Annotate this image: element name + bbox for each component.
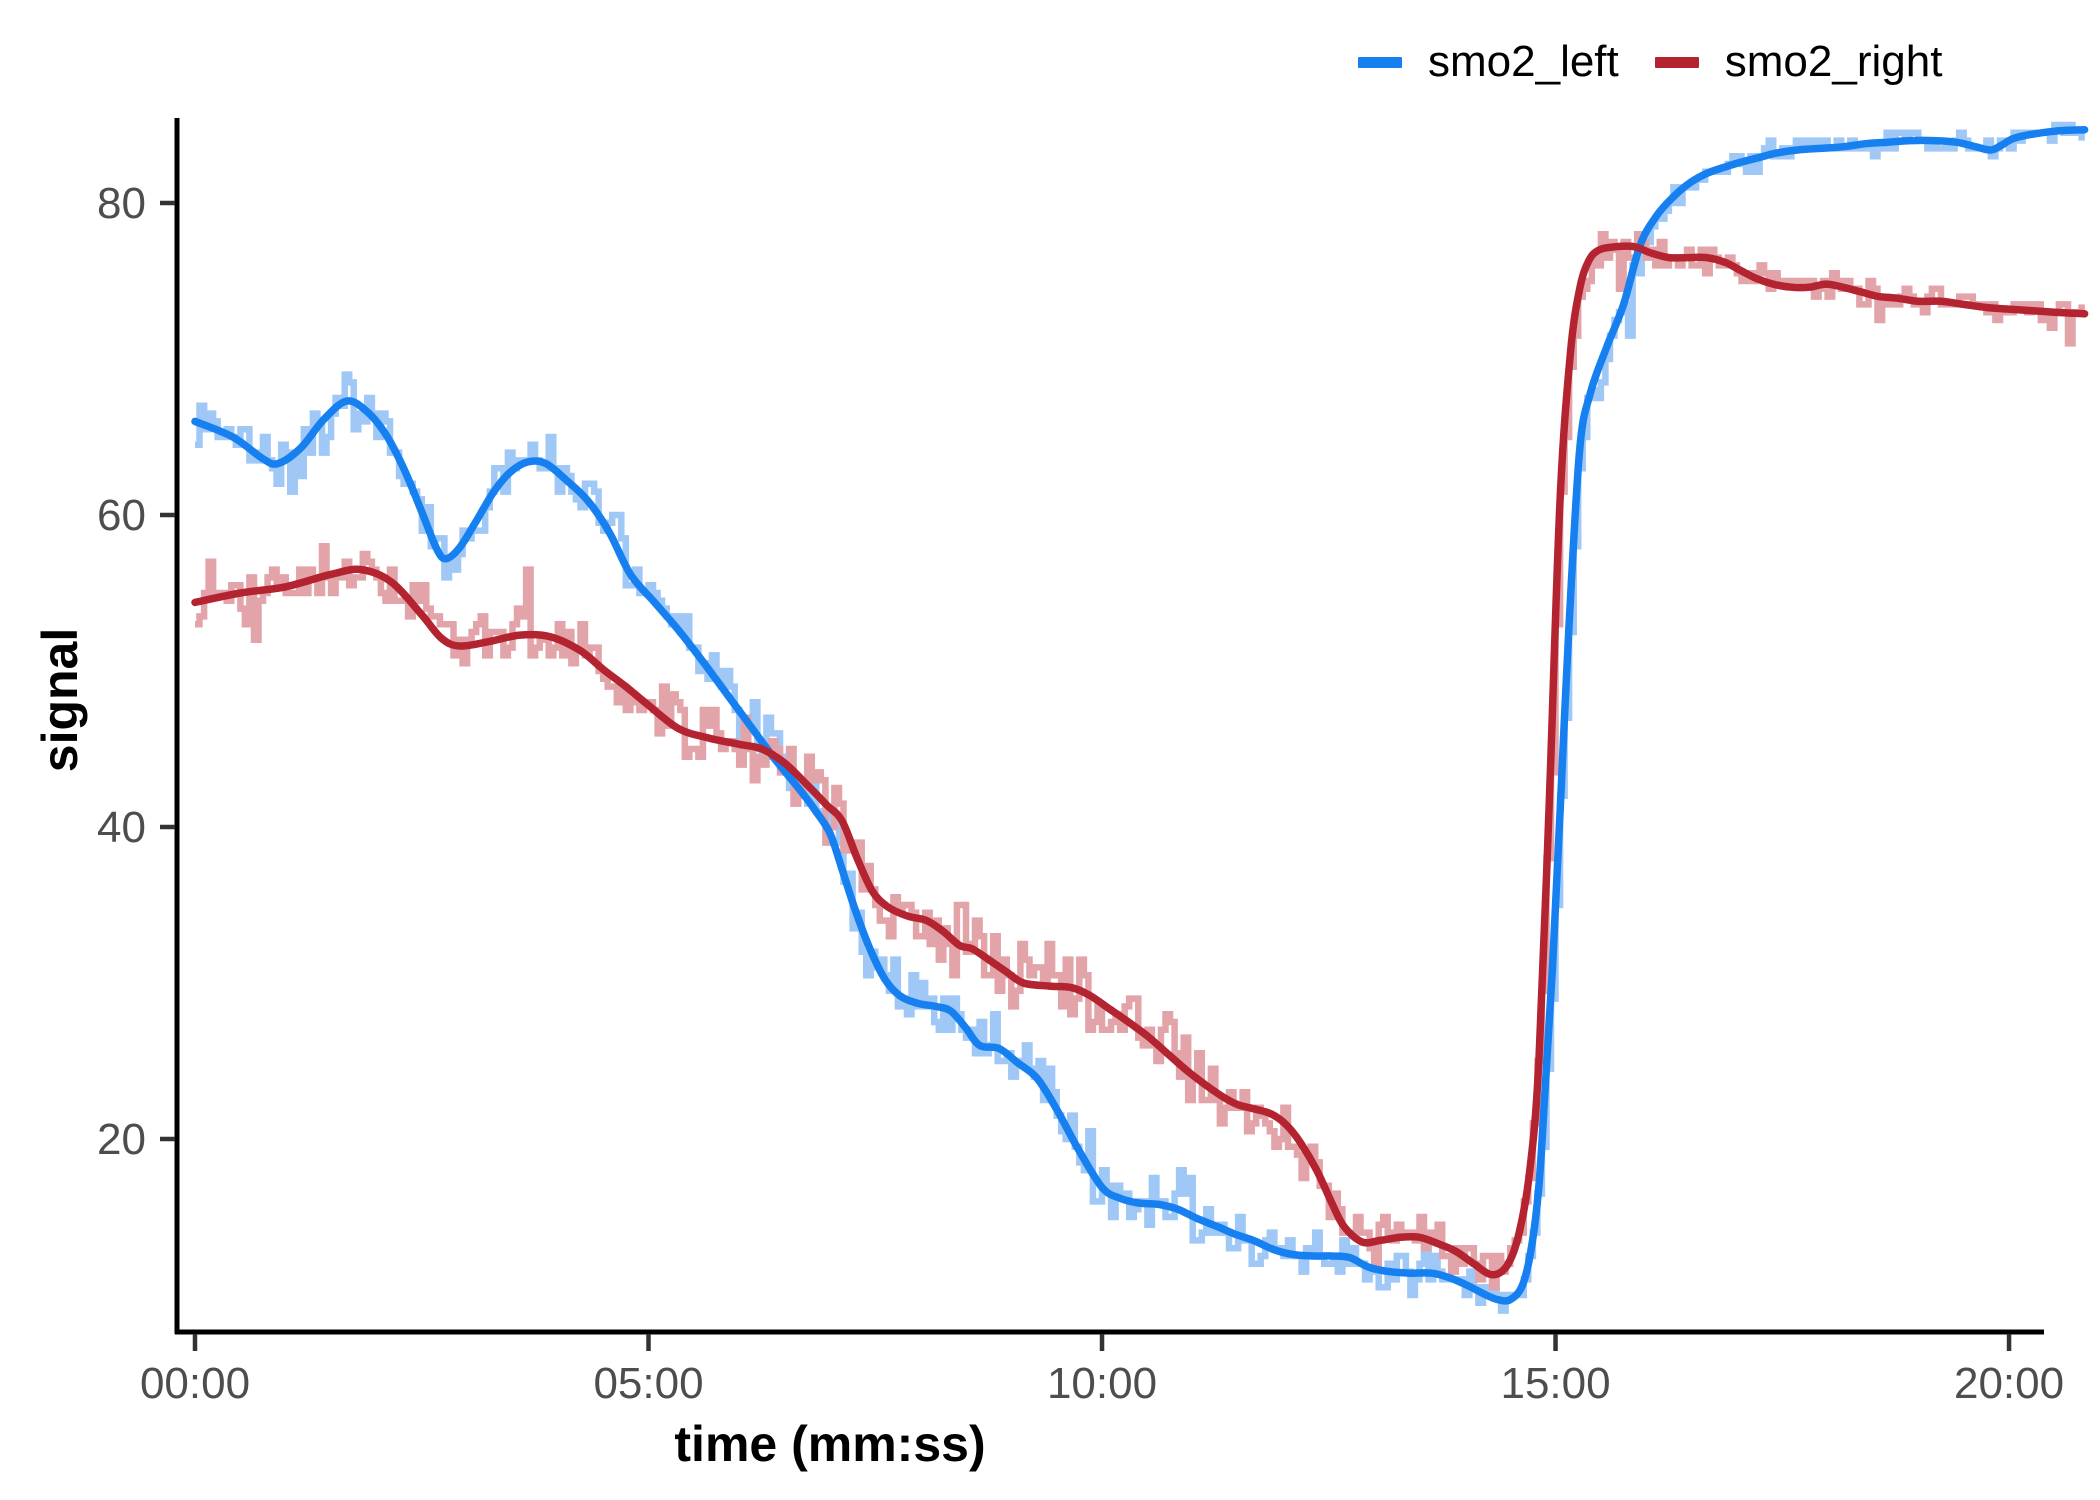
y-axis-title: signal [32,627,88,773]
x-tick-label: 10:00 [1047,1359,1157,1408]
x-tick-label: 05:00 [593,1359,703,1408]
smo2-right-key-icon [1654,56,1699,68]
smo2_left-raw-line [195,121,2085,1314]
x-axis-title: time (mm:ss) [674,1416,986,1472]
x-tick-label: 20:00 [1954,1359,2064,1408]
smo2_left-smooth-line [191,125,2089,1305]
smo2_right-smooth-line [191,242,2089,1279]
smo2-left-key-icon [1358,56,1402,68]
smo2_right-raw-line [195,230,2085,1291]
y-tick-label: 60 [97,491,146,540]
legend-label-smo2-left: smo2_left [1428,37,1619,86]
legend: smo2_left smo2_right [1358,40,1942,84]
y-tick-label: 40 [97,803,146,852]
legend-item-smo2-left: smo2_left [1358,40,1619,84]
y-tick-label: 80 [97,179,146,228]
y-tick-label: 20 [97,1115,146,1164]
legend-item-smo2-right: smo2_right [1654,37,1943,86]
x-tick-label: 00:00 [140,1359,250,1408]
legend-label-smo2-right: smo2_right [1724,37,1943,86]
x-tick-label: 15:00 [1500,1359,1610,1408]
